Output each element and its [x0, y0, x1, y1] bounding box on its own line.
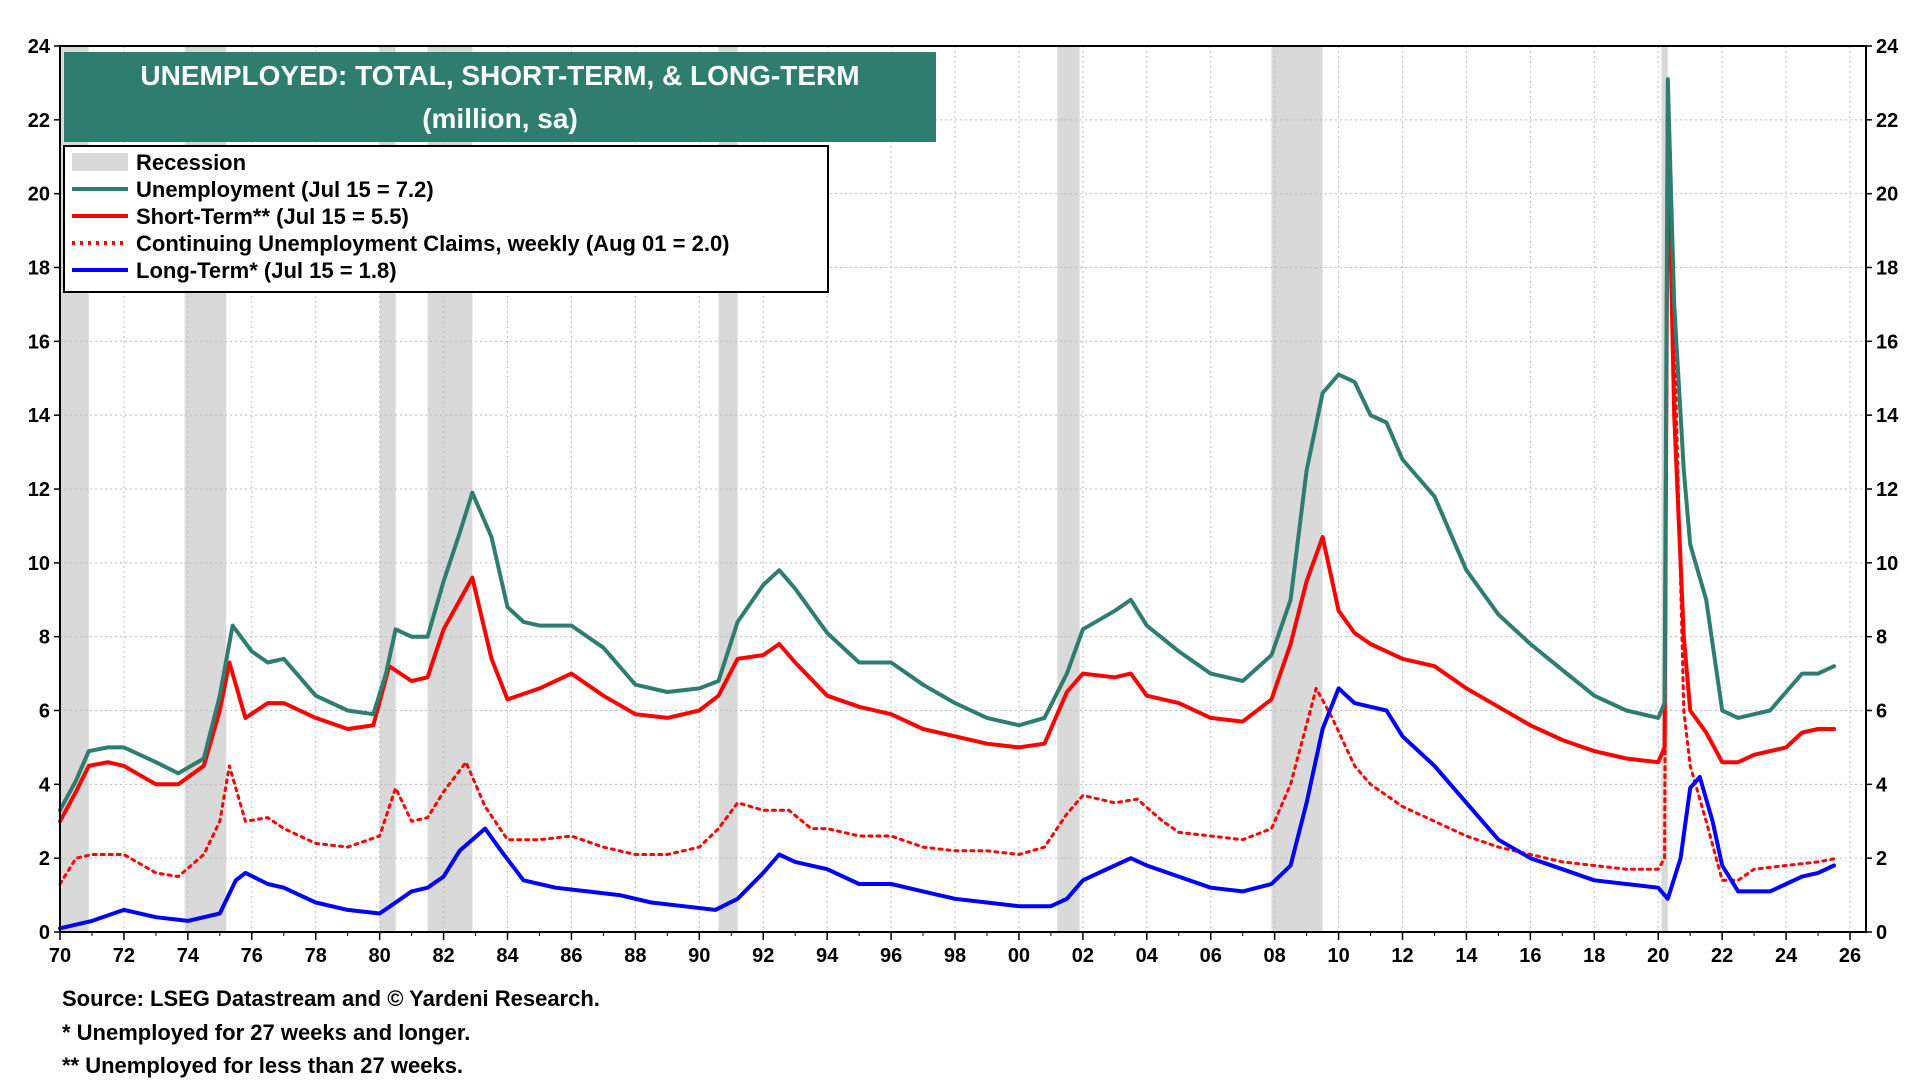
y-tick-label-left: 4 — [39, 774, 51, 796]
title-box: UNEMPLOYED: TOTAL, SHORT-TERM, & LONG-TE… — [64, 52, 936, 142]
x-tick-label: 84 — [496, 945, 519, 967]
legend-label-unemployment: Unemployment (Jul 15 = 7.2) — [136, 177, 434, 202]
x-tick-label: 88 — [624, 945, 646, 967]
y-tick-label-left: 16 — [28, 331, 50, 353]
y-tick-label-left: 14 — [28, 405, 51, 427]
y-tick-label-left: 24 — [28, 36, 51, 58]
legend-label-short-term: Short-Term** (Jul 15 = 5.5) — [136, 204, 409, 229]
y-tick-label-right: 16 — [1876, 331, 1898, 353]
x-tick-label: 00 — [1008, 945, 1030, 967]
legend-label-long-term: Long-Term* (Jul 15 = 1.8) — [136, 258, 397, 283]
x-tick-label: 70 — [49, 945, 71, 967]
y-tick-label-right: 4 — [1876, 774, 1888, 796]
x-tick-label: 96 — [880, 945, 902, 967]
x-tick-label: 10 — [1327, 945, 1349, 967]
x-tick-label: 80 — [369, 945, 391, 967]
y-tick-label-left: 12 — [28, 479, 50, 501]
x-tick-label: 94 — [816, 945, 839, 967]
x-tick-label: 72 — [113, 945, 135, 967]
legend-label-recession: Recession — [136, 150, 246, 175]
x-tick-label: 16 — [1519, 945, 1541, 967]
x-tick-label: 08 — [1264, 945, 1286, 967]
recession-band-5 — [1057, 46, 1080, 932]
x-tick-label: 92 — [752, 945, 774, 967]
x-tick-label: 90 — [688, 945, 710, 967]
chart-subtitle: (million, sa) — [422, 103, 578, 134]
x-tick-label: 86 — [560, 945, 582, 967]
chart-title: UNEMPLOYED: TOTAL, SHORT-TERM, & LONG-TE… — [140, 60, 859, 91]
x-tick-label: 18 — [1583, 945, 1605, 967]
x-tick-label: 24 — [1775, 945, 1798, 967]
footnote-long-term: * Unemployed for 27 weeks and longer. — [62, 1020, 470, 1045]
y-tick-label-right: 24 — [1876, 36, 1899, 58]
legend-box — [63, 145, 829, 293]
x-tick-label: 14 — [1455, 945, 1478, 967]
legend: Recession Unemployment (Jul 15 = 7.2) Sh… — [63, 145, 829, 293]
source-note: Source: LSEG Datastream and © Yardeni Re… — [62, 986, 600, 1011]
x-tick-label: 76 — [241, 945, 263, 967]
x-tick-label: 98 — [944, 945, 966, 967]
y-tick-label-right: 8 — [1876, 627, 1887, 649]
y-tick-label-right: 10 — [1876, 553, 1898, 575]
footnote-short-term: ** Unemployed for less than 27 weeks. — [62, 1053, 463, 1078]
y-tick-label-left: 8 — [39, 627, 50, 649]
y-tick-label-left: 6 — [39, 701, 50, 723]
y-tick-label-right: 18 — [1876, 258, 1898, 280]
y-tick-label-left: 10 — [28, 553, 50, 575]
y-tick-label-right: 12 — [1876, 479, 1898, 501]
series-lines — [58, 77, 1839, 931]
y-tick-label-left: 20 — [28, 184, 50, 206]
y-tick-label-right: 0 — [1876, 922, 1887, 944]
x-tick-label: 02 — [1072, 945, 1094, 967]
legend-label-claims: Continuing Unemployment Claims, weekly (… — [136, 231, 730, 256]
y-tick-label-right: 22 — [1876, 110, 1898, 132]
series-line-unemployment — [58, 77, 1836, 813]
y-tick-label-left: 2 — [39, 848, 50, 870]
x-tick-label: 06 — [1200, 945, 1222, 967]
y-tick-label-right: 14 — [1876, 405, 1899, 427]
x-tick-label: 04 — [1136, 945, 1159, 967]
y-tick-label-right: 20 — [1876, 184, 1898, 206]
recession-band-6 — [1271, 46, 1323, 932]
y-tick-label-left: 18 — [28, 258, 50, 280]
series-line-long-term — [58, 686, 1836, 931]
series-line-claims — [58, 118, 1839, 886]
x-tick-label: 22 — [1711, 945, 1733, 967]
x-tick-label: 12 — [1391, 945, 1413, 967]
series-line-short-term — [58, 114, 1836, 824]
title-background — [64, 52, 936, 142]
x-tick-label: 74 — [177, 945, 200, 967]
legend-swatch-recession — [72, 153, 128, 171]
x-tick-label: 20 — [1647, 945, 1669, 967]
x-tick-label: 82 — [432, 945, 454, 967]
x-tick-label: 26 — [1839, 945, 1861, 967]
y-tick-label-left: 22 — [28, 110, 50, 132]
y-tick-label-left: 0 — [39, 922, 50, 944]
x-tick-label: 78 — [305, 945, 327, 967]
y-tick-label-right: 2 — [1876, 848, 1887, 870]
y-tick-label-right: 6 — [1876, 701, 1887, 723]
